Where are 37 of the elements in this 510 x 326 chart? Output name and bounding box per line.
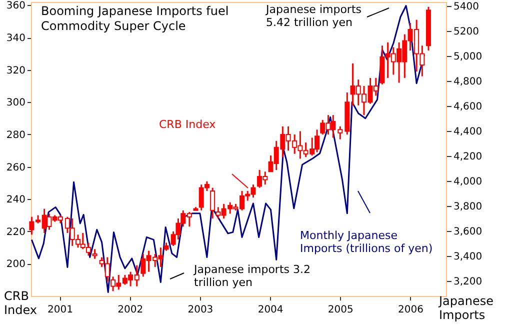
y-tick-label: 360 (6, 0, 26, 12)
y2-tick-label: 5,000 (454, 51, 482, 62)
x-tick-label: 2003 (188, 304, 214, 316)
y-tick-label: 260 (6, 162, 26, 174)
y2-tick-label: 4,400 (454, 126, 482, 138)
y2-tick-label: 3,800 (454, 201, 482, 212)
y2-tick-label: 4,000 (454, 176, 482, 188)
text: Booming Japanese Imports fuel Commodity Super Cycle (41, 4, 230, 34)
y2-tick-label: 4,800 (454, 76, 482, 88)
candlestick (92, 248, 98, 260)
y-tick-label: 280 (6, 130, 26, 141)
candlestick (338, 126, 343, 140)
y-tick-label: 320 (6, 65, 26, 76)
y2-tick-label: 4,200 (454, 151, 482, 162)
y2-tick-label: 3,200 (454, 276, 482, 288)
candlestick (210, 187, 216, 220)
annotation: Japanese imports 5.42 trillion yen (266, 3, 362, 29)
y-tick-label: 300 (6, 98, 26, 109)
x-tick-label: 2001 (48, 304, 73, 316)
y2-axis-title: Japanese Imports (439, 294, 494, 322)
y2-tick-label: 5200 (454, 26, 479, 38)
x-tick-label: 2006 (398, 304, 424, 316)
y-tick-label: 220 (6, 226, 26, 238)
x-tick-label: 2004 (258, 304, 284, 316)
y2-tick-label: 3,600 (454, 226, 482, 238)
y-tick-label: 200 (6, 259, 26, 270)
y-tick-label: 340 (6, 33, 26, 44)
text: CRB Index (159, 118, 217, 131)
y2-tick-label: 5400 (454, 1, 479, 12)
annotation: Japanese imports 3.2 trillion yen (194, 263, 312, 289)
series-label: Monthly Japanese Imports (trillions of yen) (300, 229, 434, 255)
x-tick-label: 2002 (118, 304, 144, 316)
y-axis-title: CRB Index (4, 289, 38, 317)
y-tick-label: 240 (6, 194, 26, 206)
y2-tick-label: 4,600 (454, 101, 482, 112)
y2-tick-label: 3,400 (454, 251, 482, 262)
x-tick-label: 2005 (328, 304, 354, 316)
